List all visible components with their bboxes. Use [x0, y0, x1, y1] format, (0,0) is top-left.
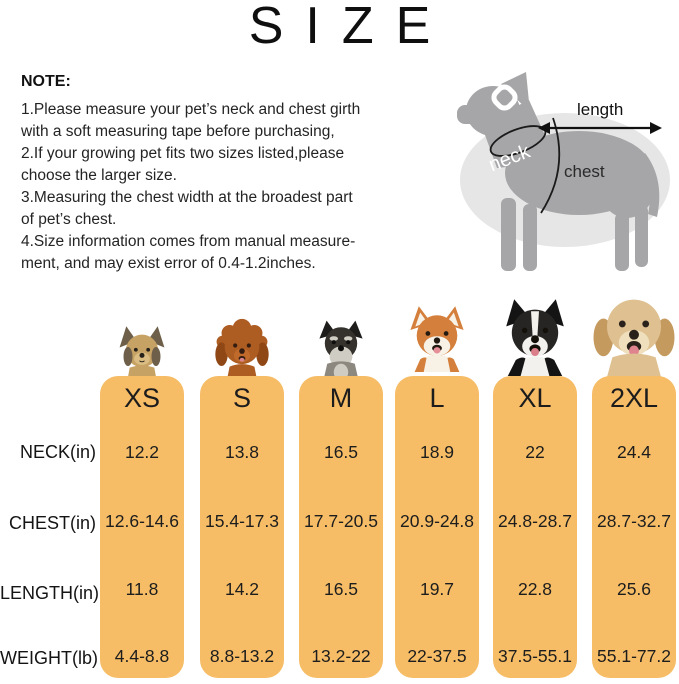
dog-silhouette-icon [457, 72, 660, 271]
size-label: M [329, 383, 353, 413]
dog-photo-2xl [589, 283, 679, 381]
length-value: 19.7 [419, 579, 455, 599]
size-column-s: S 13.8 15.4-17.3 14.2 8.8-13.2 [200, 376, 284, 678]
note-line: 3.Measuring the chest width at the broad… [21, 189, 353, 206]
note-line: 2.If your growing pet fits two sizes lis… [21, 145, 345, 162]
note-line: ment, and may exist error of 0.4-1.2inch… [21, 255, 316, 272]
neck-value: 24.4 [616, 442, 652, 462]
neck-value: 13.8 [224, 442, 260, 462]
size-column-2xl: 2XL 24.4 28.7-32.7 25.6 55.1-77.2 [592, 376, 676, 678]
dog-photo-l [402, 293, 472, 381]
border-collie-icon [506, 299, 564, 376]
weight-value: 22-37.5 [407, 646, 467, 666]
size-column-xs: XS 12.2 12.6-14.6 11.8 4.4-8.8 [100, 376, 184, 678]
golden-retriever-icon [593, 299, 675, 377]
note-line: with a soft measuring tape before purcha… [21, 123, 335, 140]
row-header-chest: CHEST(in) [8, 513, 96, 533]
chest-value: 20.9-24.8 [400, 511, 474, 531]
dog-photo-xl [495, 291, 575, 381]
note-line: 1.Please measure your pet’s neck and che… [21, 101, 361, 118]
length-arrow-icon [538, 122, 662, 134]
neck-value: 16.5 [323, 442, 359, 462]
page-title: SIZE [248, 0, 453, 55]
shiba-inu-icon [410, 306, 464, 372]
weight-value: 13.2-22 [311, 646, 371, 666]
length-value: 22.8 [517, 579, 553, 599]
length-value: 25.6 [616, 579, 652, 599]
dog-silhouette-diagram: neck chest length [457, 72, 670, 271]
size-column-l: L 18.9 20.9-24.8 19.7 22-37.5 [395, 376, 479, 678]
length-value: 14.2 [224, 579, 260, 599]
poodle-icon [215, 318, 269, 379]
dog-photo-s [211, 315, 273, 381]
chest-value: 17.7-20.5 [304, 511, 378, 531]
weight-value: 55.1-77.2 [597, 646, 671, 666]
chest-value: 12.6-14.6 [105, 511, 179, 531]
weight-value: 37.5-55.1 [498, 646, 572, 666]
notes-block: NOTE: 1.Please measure your pet’s neck a… [21, 73, 389, 275]
ear-hole-mark [491, 84, 518, 111]
size-label: L [429, 383, 445, 413]
size-label: S [232, 383, 251, 413]
length-value: 16.5 [323, 579, 359, 599]
measurement-diagram: neck chest length [441, 60, 679, 292]
chest-label: chest [564, 162, 605, 181]
size-column-m: M 16.5 17.7-20.5 16.5 13.2-22 [299, 376, 383, 678]
row-header-neck: NECK(in) [19, 442, 96, 462]
size-label: XL [518, 383, 552, 413]
note-line: 4.Size information comes from manual mea… [21, 233, 356, 250]
chest-value: 24.8-28.7 [498, 511, 572, 531]
schnauzer-icon [319, 320, 363, 381]
neck-value: 12.2 [124, 442, 160, 462]
note-line: choose the larger size. [21, 167, 177, 184]
row-header-weight: WEIGHT(lb) [0, 648, 98, 668]
notes-heading: NOTE: [21, 73, 71, 90]
weight-value: 8.8-13.2 [209, 646, 275, 666]
neck-value: 22 [525, 442, 545, 462]
row-header-length: LENGTH(in) [0, 583, 100, 603]
size-column-xl: XL 22 24.8-28.7 22.8 37.5-55.1 [493, 376, 577, 678]
neck-value: 18.9 [419, 442, 455, 462]
dog-photo-xs [114, 323, 170, 381]
length-label: length [577, 100, 623, 119]
weight-value: 4.4-8.8 [114, 646, 170, 666]
length-value: 11.8 [125, 579, 159, 599]
chest-value: 28.7-32.7 [597, 511, 671, 531]
yorkshire-terrier-icon [119, 326, 165, 380]
dog-photo-m [311, 313, 371, 381]
note-line: of pet’s chest. [21, 211, 117, 228]
chest-value: 15.4-17.3 [205, 511, 279, 531]
size-label: 2XL [609, 383, 659, 413]
size-label: XS [123, 383, 161, 413]
